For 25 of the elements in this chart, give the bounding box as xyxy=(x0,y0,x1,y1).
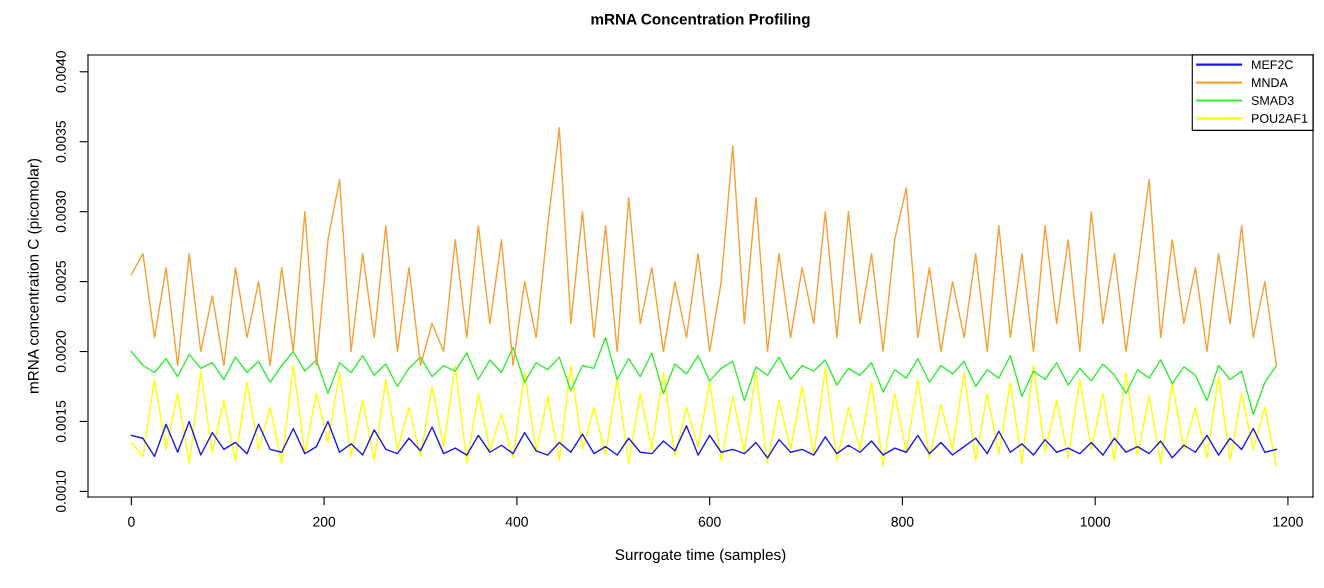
y-tick-label: 0.0015 xyxy=(55,400,66,443)
y-tick-label: 0.0030 xyxy=(55,190,66,233)
x-tick-label: 0 xyxy=(128,516,135,527)
y-tick-label: 0.0010 xyxy=(55,470,66,513)
y-tick-label: 0.0020 xyxy=(55,330,66,373)
x-tick-label: 400 xyxy=(505,516,528,527)
legend-label: POU2AF1 xyxy=(1252,114,1308,123)
line-series xyxy=(130,336,1278,416)
legend-label: MEF2C xyxy=(1252,60,1293,70)
legend-label: SMAD3 xyxy=(1251,96,1294,105)
x-axis-title: Surrogate time (samples) xyxy=(615,548,786,564)
y-tick-label: 0.0025 xyxy=(55,260,66,303)
x-tick-label: 1200 xyxy=(1273,516,1303,527)
y-tick-label: 0.0035 xyxy=(55,121,66,163)
legend-label: MNDA xyxy=(1252,78,1288,87)
x-tick-label: 800 xyxy=(891,516,914,527)
x-tick-label: 200 xyxy=(313,516,336,527)
line-series xyxy=(130,364,1278,467)
chart-title: mRNA Concentration Profiling xyxy=(591,13,810,28)
x-tick-label: 1000 xyxy=(1080,516,1111,527)
line-series xyxy=(130,420,1278,459)
line-series xyxy=(130,127,1278,367)
y-tick-label: 0.0040 xyxy=(55,51,66,93)
y-axis-title: mRNA concentration C (picomolar) xyxy=(27,158,42,393)
x-tick-label: 600 xyxy=(698,516,721,527)
